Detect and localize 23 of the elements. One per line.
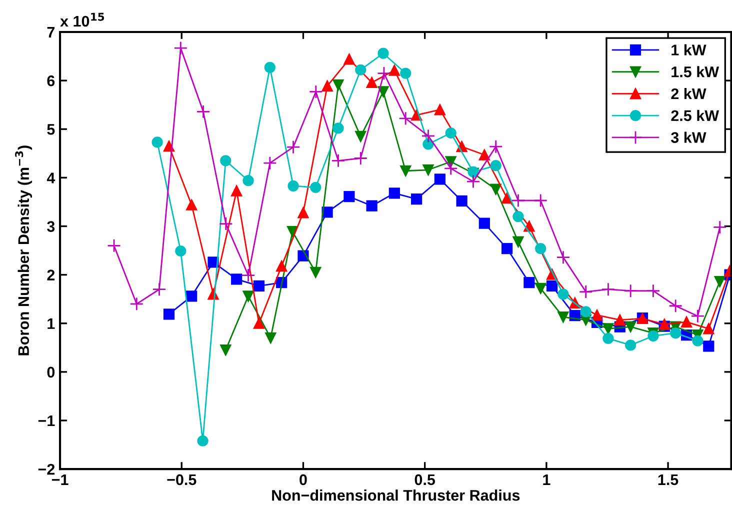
x-tick-label: 1 <box>543 474 550 485</box>
y-tick-label: 6 <box>47 75 55 86</box>
y-axis-title: Boron Number Density (m$^{−3}$) <box>15 146 32 356</box>
x-tick-label: −0.5 <box>167 474 196 486</box>
y-tick-label: 0 <box>47 366 55 378</box>
text: x 10$^{15}$ <box>60 12 104 27</box>
y-tick-label: 4 <box>46 172 56 184</box>
x-tick-label: 1.5 <box>658 474 678 486</box>
x-tick-label: 0 <box>300 474 307 486</box>
legend-label: 1.5 kW <box>672 66 720 78</box>
legend-label: 3 kW <box>671 132 706 143</box>
y-tick-label: 1 <box>48 318 55 329</box>
x-axis-title: Non−dimensional Thruster Radius <box>272 490 520 501</box>
y-tick-label: 5 <box>47 124 55 135</box>
legend-label: 2.5 kW <box>671 110 720 122</box>
y-tick-label: 3 <box>47 221 55 232</box>
y-tick-label: 7 <box>47 27 54 38</box>
y-tick-label: −2 <box>38 464 55 475</box>
y-tick-label: −1 <box>38 416 55 426</box>
legend-label: 1 kW <box>672 44 706 56</box>
y-tick-label: 2 <box>47 270 55 280</box>
x-tick-label: 0.5 <box>414 474 436 486</box>
legend-label: 2 kW <box>671 88 706 100</box>
